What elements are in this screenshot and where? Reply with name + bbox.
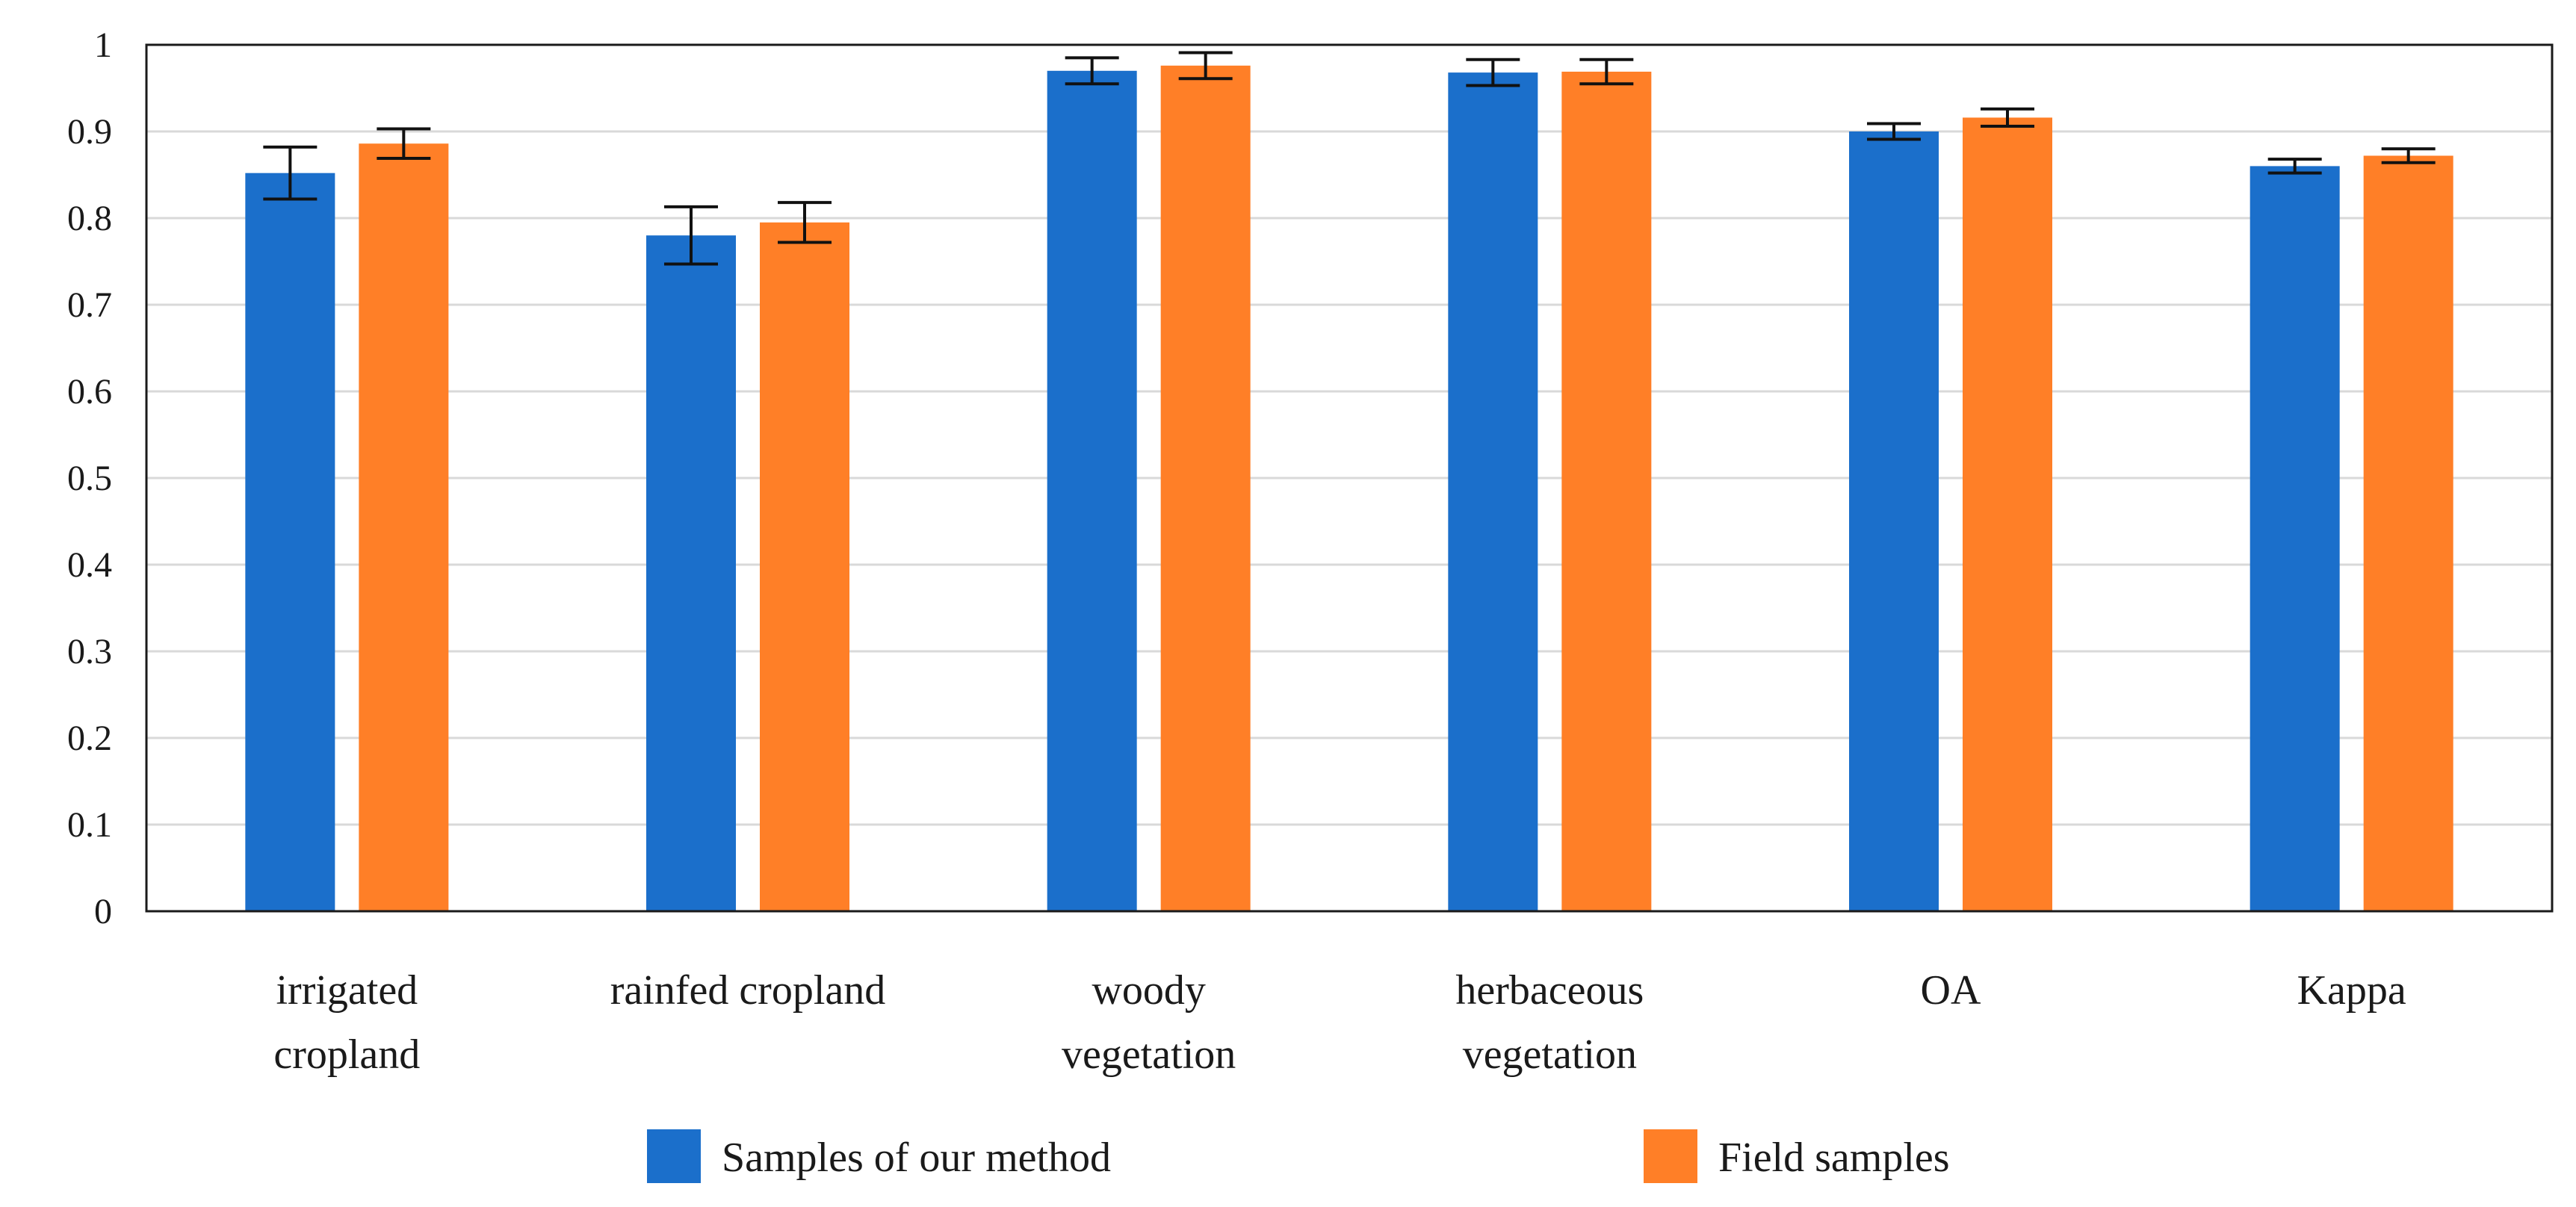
bar	[1448, 72, 1538, 912]
bar	[760, 222, 849, 911]
legend-swatch	[1644, 1129, 1697, 1183]
x-tick-label: woody vegetation	[1062, 967, 1236, 1078]
x-tick-label: rainfed cropland	[610, 967, 885, 1014]
legend-label: Samples of our method	[722, 1135, 1111, 1181]
bar	[1849, 131, 1939, 911]
legend-swatch	[647, 1129, 701, 1183]
error-bar	[2381, 147, 2436, 164]
legend-label: Field samples	[1718, 1135, 1950, 1181]
y-tick-label: 1	[94, 25, 112, 65]
y-tick-label: 0.6	[67, 372, 112, 412]
error-bar	[1466, 58, 1520, 87]
x-axis-ticks: irrigated cropland rainfed cropland woody ve…	[273, 967, 2406, 1078]
x-tick-label: OA	[1921, 967, 1981, 1014]
bar	[245, 173, 335, 911]
bar	[359, 143, 449, 912]
x-tick-label: Kappa	[2297, 967, 2406, 1014]
error-bar	[664, 205, 718, 266]
y-tick-label: 0.2	[67, 719, 112, 758]
error-bar	[2267, 158, 2322, 175]
y-tick-label: 0.8	[67, 199, 112, 238]
bar	[1561, 71, 1652, 912]
y-axis-ticks: 0 0.1 0.2 0.3 0.4 0.5 0.6 0.7 0.8 0.9 1	[67, 25, 112, 931]
x-tick-label: herbaceous vegetation	[1455, 967, 1644, 1078]
y-tick-label: 0.1	[67, 805, 112, 845]
bar	[2363, 155, 2453, 912]
error-bars	[263, 51, 2436, 266]
bar	[646, 235, 736, 911]
error-bar	[1981, 107, 2034, 128]
legend: Samples of our method Field samples	[647, 1129, 1950, 1183]
y-tick-label: 0.4	[67, 545, 112, 585]
y-tick-label: 0.3	[67, 632, 112, 671]
bar	[1160, 65, 1251, 912]
error-bar	[1065, 56, 1119, 86]
error-bar	[263, 145, 318, 201]
y-tick-label: 0.5	[67, 459, 112, 498]
error-bar	[1867, 122, 1921, 141]
bar	[1963, 117, 2052, 912]
y-tick-label: 0.9	[67, 112, 112, 152]
error-bar	[1579, 58, 1634, 86]
plot-frame	[145, 43, 2554, 913]
y-tick-label: 0	[94, 892, 112, 931]
bar	[2250, 166, 2340, 911]
bars	[245, 65, 2453, 912]
error-bar	[778, 201, 832, 244]
bar	[1047, 70, 1137, 911]
gridlines	[146, 130, 2552, 826]
y-tick-label: 0.7	[67, 285, 112, 325]
error-bar	[377, 127, 431, 160]
x-tick-label: irrigated cropland	[273, 967, 420, 1078]
error-bar	[1178, 51, 1233, 81]
